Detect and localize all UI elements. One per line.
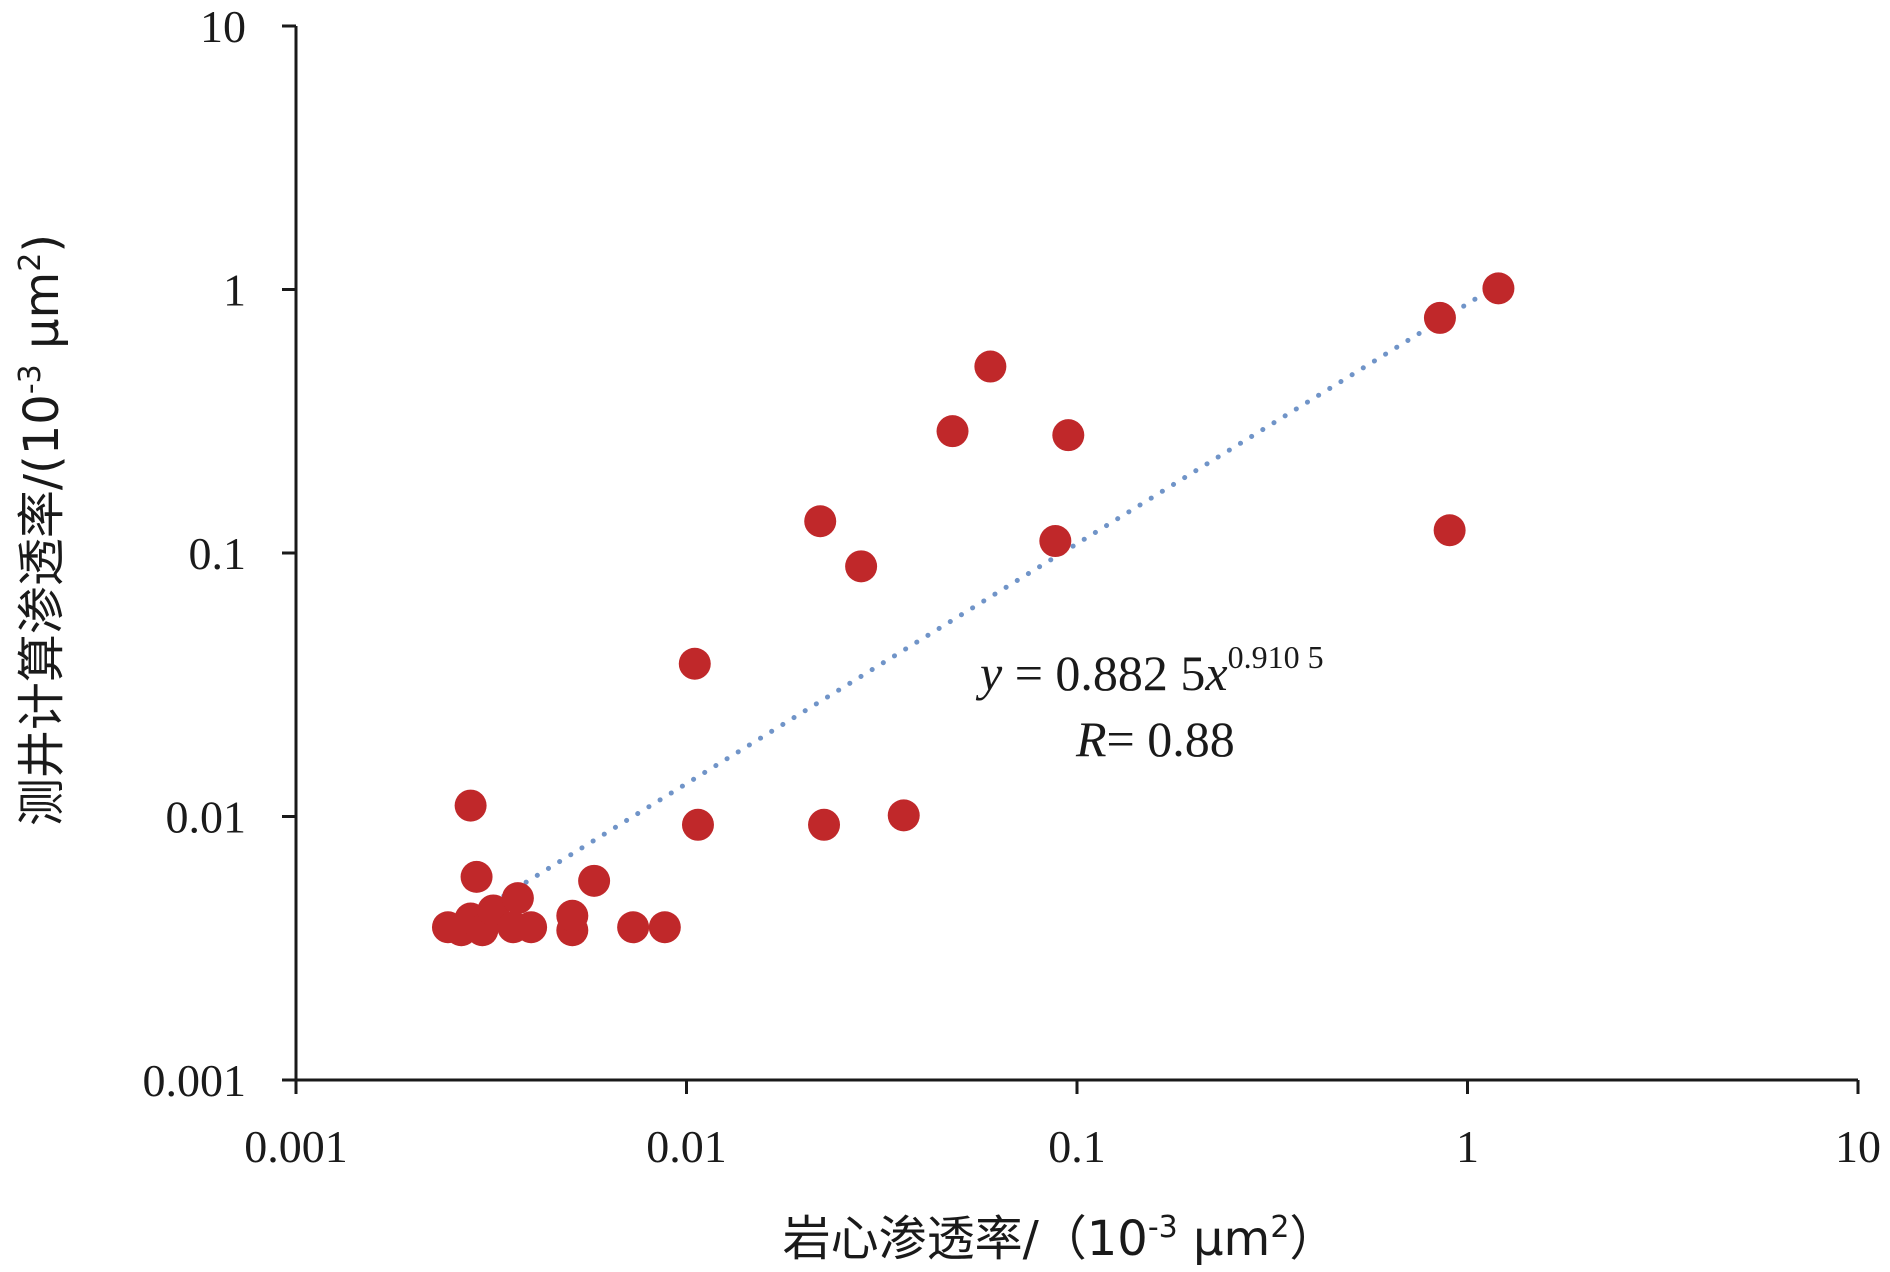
data-point — [578, 864, 611, 897]
y-tick-label: 0.01 — [166, 792, 247, 843]
data-point — [501, 882, 534, 915]
data-point — [974, 350, 1007, 383]
data-point — [1052, 419, 1085, 452]
y-tick-label: 1 — [223, 265, 246, 316]
data-point — [454, 789, 487, 822]
x-axis-title: 岩心渗透率/（10-3 μm2） — [783, 1210, 1338, 1267]
x-tick-label: 1 — [1456, 1121, 1479, 1172]
y-axis-title: 测井计算渗透率/(10-3 μm2) — [13, 234, 70, 826]
data-point — [1482, 272, 1515, 305]
data-point — [678, 647, 711, 680]
trendline — [445, 286, 1494, 933]
data-point — [808, 808, 841, 841]
data-point — [515, 911, 548, 944]
x-tick-label: 0.1 — [1048, 1121, 1106, 1172]
data-points — [431, 272, 1515, 947]
data-point — [936, 415, 969, 448]
correlation-coefficient: R= 0.88 — [1075, 711, 1235, 767]
data-point — [1433, 514, 1466, 547]
data-point — [460, 860, 493, 893]
x-tick-label: 0.01 — [646, 1121, 727, 1172]
x-tick-label: 0.001 — [244, 1121, 348, 1172]
data-point — [617, 911, 650, 944]
y-tick-label: 0.1 — [189, 528, 247, 579]
power-trendline — [445, 286, 1494, 933]
data-point — [1039, 525, 1072, 558]
data-point — [804, 505, 837, 538]
data-point — [648, 911, 681, 944]
y-tick-label: 0.001 — [143, 1055, 247, 1106]
data-point — [556, 899, 589, 932]
data-point — [681, 808, 714, 841]
data-point — [845, 550, 878, 583]
y-tick-label: 10 — [200, 1, 246, 52]
regression-equation: y = 0.882 5x0.910 5 — [975, 639, 1324, 701]
x-tick-label: 10 — [1835, 1121, 1881, 1172]
axis-ticks: 0.001 0.01 0.1 1 10 0.001 0.01 0.1 1 10 — [143, 1, 1882, 1172]
data-point — [1423, 301, 1456, 334]
data-point — [887, 799, 920, 832]
